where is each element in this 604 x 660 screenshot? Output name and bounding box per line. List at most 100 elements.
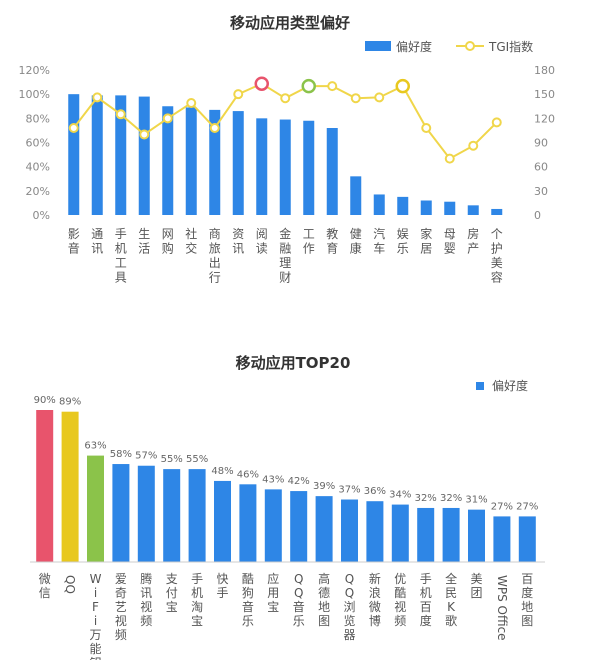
chart2-data-label-2: 63% bbox=[84, 441, 106, 452]
chart1-category-5: 社交 bbox=[185, 226, 197, 256]
chart2-bar-16 bbox=[442, 507, 460, 562]
chart2-category-19: 百度地图 bbox=[521, 572, 533, 628]
chart2-data-label-12: 37% bbox=[338, 485, 360, 496]
chart1-category-15: 家居 bbox=[420, 226, 432, 256]
chart2-data-label-6: 55% bbox=[186, 454, 208, 465]
chart2-bar-5 bbox=[163, 469, 181, 562]
chart2-bar-4 bbox=[137, 465, 155, 562]
chart1-tgi-point-highlight-14 bbox=[395, 78, 410, 94]
chart2-category-text-2: WiFi万能钥匙 bbox=[89, 572, 101, 660]
chart2-bar-14 bbox=[391, 504, 409, 562]
chart1-bar-9 bbox=[279, 119, 291, 215]
chart2-category-text-11: 高德地图 bbox=[318, 571, 330, 628]
chart2-title: 移动应用TOP20 bbox=[236, 354, 351, 372]
chart2-data-labels: 90% 89%63%58% 57% 55% 55%48% 46% 43% 42% 39% 37% 3… bbox=[34, 395, 539, 512]
chart2-category-6: 手机淘宝 bbox=[191, 572, 203, 628]
chart1-category-4: 网购 bbox=[162, 227, 174, 256]
chart2-data-label-11: 39% bbox=[313, 481, 335, 492]
chart1-bar-1 bbox=[91, 95, 103, 215]
chart1-tgi-point-13 bbox=[374, 92, 385, 103]
chart1-left-tick-4: 80% bbox=[26, 112, 50, 125]
chart2-category-text-7: 快手 bbox=[216, 572, 228, 600]
chart1-bar-10 bbox=[303, 120, 315, 215]
chart1-tgi-point-16 bbox=[444, 153, 455, 164]
chart2-category-text-3: 爱奇艺视频 bbox=[115, 572, 127, 642]
chart1-bar-3 bbox=[138, 96, 150, 215]
chart1-bar-14 bbox=[397, 196, 409, 215]
chart2-bar-6 bbox=[188, 469, 206, 562]
chart2-category-text-9: 应用宝 bbox=[267, 571, 279, 614]
chart2-bar-2 bbox=[87, 455, 104, 562]
chart2-category-text-1: QQ bbox=[63, 575, 77, 594]
chart1-tgi-point-15 bbox=[421, 123, 432, 133]
chart1-tgi-point-6 bbox=[209, 123, 220, 133]
chart1-tgi-point-18 bbox=[491, 117, 502, 128]
chart1-category-16: 母婴 bbox=[444, 227, 456, 256]
chart1-bar-6 bbox=[209, 109, 221, 215]
chart2-bar-0 bbox=[36, 410, 54, 562]
chart2-data-label-17: 31% bbox=[465, 495, 487, 506]
chart2-category-labels: 微信 QQ WiFi万能钥匙 爱奇艺视频 腾讯视频 支付宝 手机淘宝 快手 酷狗音乐 应用宝 QQ音… bbox=[39, 571, 534, 660]
chart2-category-7: 快手 bbox=[216, 572, 228, 600]
chart1-tgi-point-9 bbox=[280, 93, 291, 104]
chart1-category-0: 影音 bbox=[68, 227, 80, 256]
chart1-category-labels: 影音通讯手机工具生活网购社交商旅出行资讯阅读金融理财工作教育健康汽车娱乐家居母婴… bbox=[68, 226, 503, 285]
chart2-category-5: 支付宝 bbox=[166, 572, 178, 614]
chart1-bar-11 bbox=[326, 128, 338, 215]
chart2-bar-3 bbox=[112, 464, 130, 562]
chart2-category-14: 优酷视频 bbox=[394, 572, 406, 628]
chart2-category-10: Q Q 音乐 bbox=[293, 572, 305, 628]
chart2-category-text-5: 支付宝 bbox=[166, 572, 178, 614]
chart1-legend-bar-swatch bbox=[365, 41, 391, 51]
chart1-tgi-point-4 bbox=[162, 113, 173, 124]
chart2-category-text-13: 新浪微博 bbox=[369, 571, 381, 628]
chart2-data-label-10: 42% bbox=[288, 476, 310, 487]
chart1-right-axis: 0 30 60 90 120 150 180 bbox=[534, 64, 555, 222]
chart2-category-17: 美团 bbox=[470, 572, 482, 600]
chart2-bar-9 bbox=[264, 489, 282, 562]
chart1-tgi-point-1 bbox=[92, 92, 103, 103]
chart1-tgi-point-7 bbox=[233, 89, 244, 100]
chart1-left-tick-2: 40% bbox=[26, 161, 50, 174]
chart1-tgi-point-highlight-8 bbox=[254, 76, 269, 91]
chart2-category-9: 应用宝 bbox=[267, 571, 279, 614]
chart1-legend-line-marker bbox=[465, 41, 475, 51]
chart2-category-text-8: 酷狗音乐 bbox=[242, 572, 254, 628]
chart1-bar-4 bbox=[162, 106, 174, 215]
chart2-bar-17 bbox=[468, 509, 485, 562]
chart2-legend-label: 偏好度 bbox=[492, 378, 528, 393]
chart2-data-label-8: 46% bbox=[237, 469, 259, 480]
chart2-bar-13 bbox=[366, 501, 384, 562]
chart1-right-tick-1: 30 bbox=[534, 185, 548, 198]
chart1-bar-12 bbox=[350, 176, 362, 215]
chart2-category-text-4: 腾讯视频 bbox=[140, 571, 152, 628]
chart2-data-label-16: 32% bbox=[440, 493, 462, 504]
chart1-legend-bar-label: 偏好度 bbox=[396, 39, 432, 54]
chart1-bar-16 bbox=[444, 201, 456, 215]
chart1-bar-13 bbox=[373, 194, 385, 215]
chart1-category-3: 生活 bbox=[138, 227, 150, 256]
chart1-title: 移动应用类型偏好 bbox=[230, 14, 350, 32]
chart2-data-label-9: 43% bbox=[262, 474, 284, 485]
chart1-bar-8 bbox=[256, 118, 268, 215]
chart2-data-label-3: 58% bbox=[110, 449, 132, 460]
chart2-category-text-16: 全民 K 歌 bbox=[445, 571, 457, 628]
chart1-right-tick-4: 120 bbox=[534, 112, 555, 125]
chart1-left-axis: 0% 20% 40% 60% 80% 100% 120% bbox=[19, 64, 50, 222]
chart2-category-text-0: 微信 bbox=[39, 572, 51, 600]
chart1-right-tick-2: 60 bbox=[534, 161, 548, 174]
chart1-bar-15 bbox=[420, 200, 432, 215]
chart1-tgi-point-3 bbox=[139, 129, 150, 140]
chart2-data-label-7: 48% bbox=[211, 466, 233, 477]
chart1-bars bbox=[68, 94, 503, 215]
chart1-category-11: 教育 bbox=[326, 226, 338, 256]
chart2-bar-11 bbox=[315, 496, 333, 562]
chart1-category-10: 工作 bbox=[303, 227, 315, 256]
chart1-tgi-point-5 bbox=[186, 98, 197, 109]
chart1-tgi-point-11 bbox=[327, 81, 338, 92]
chart2-data-label-19: 27% bbox=[516, 501, 538, 512]
chart2-category-11: 高德地图 bbox=[318, 571, 330, 628]
chart1-tgi-point-17 bbox=[468, 140, 479, 151]
